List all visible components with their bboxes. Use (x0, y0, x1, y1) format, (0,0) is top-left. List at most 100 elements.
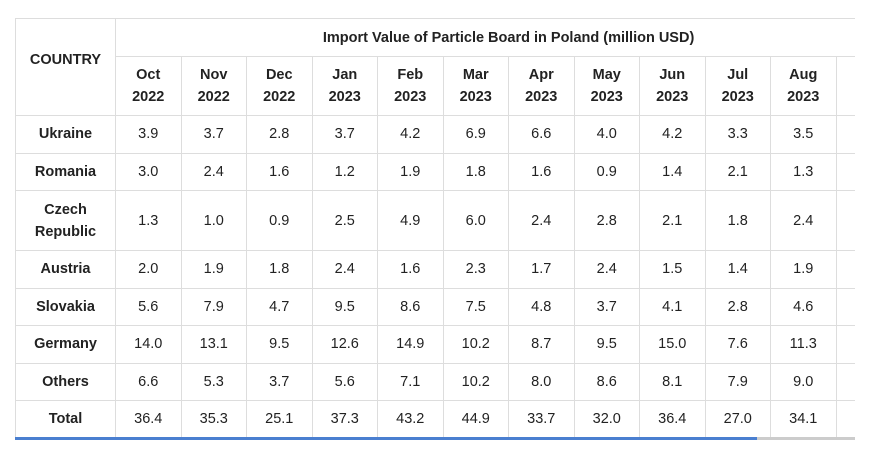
value-cell: 37.3 (311, 400, 378, 437)
value-cell: 4.7 (246, 287, 313, 326)
value-cell: 13.1 (180, 325, 247, 364)
value-cell: 32.0 (573, 400, 640, 437)
value-cell: 27.0 (704, 400, 771, 437)
value-cell (835, 152, 855, 191)
value-cell: 4.1 (639, 287, 706, 326)
value-cell: 14.0 (115, 325, 182, 364)
value-cell: 3.9 (115, 115, 182, 154)
country-cell: Austria (15, 250, 116, 289)
value-cell: 1.9 (377, 152, 444, 191)
value-cell: 1.5 (639, 250, 706, 289)
value-cell: 7.9 (704, 362, 771, 401)
column-header-text: Nov 2022 (197, 67, 230, 105)
value-cell: 8.7 (508, 325, 575, 364)
scrollbar-thumb[interactable] (15, 437, 757, 440)
value-cell: 6.0 (442, 190, 509, 251)
value-cell: 2.8 (704, 287, 771, 326)
value-cell: 4.6 (770, 287, 837, 326)
value-cell: 2.4 (770, 190, 837, 251)
value-cell: 25.1 (246, 400, 313, 437)
value-cell: 7.6 (704, 325, 771, 364)
column-header-text: Aug 2023 (787, 67, 820, 105)
column-header-text: May 2023 (590, 67, 623, 105)
value-cell: 2.8 (246, 115, 313, 154)
value-cell (835, 287, 855, 326)
value-cell: 7.1 (377, 362, 444, 401)
value-cell: 8.1 (639, 362, 706, 401)
table-row: Romania 3.0 2.4 1.6 1.2 1.9 1.8 1.6 0.9 1.4 2.1 1.3 (15, 152, 855, 191)
column-header-text: Jul 2023 (721, 67, 754, 105)
value-cell: 8.6 (377, 287, 444, 326)
value-cell: 33.7 (508, 400, 575, 437)
value-cell: 1.8 (442, 152, 509, 191)
value-cell (835, 400, 855, 437)
value-cell: 2.5 (311, 190, 378, 251)
column-header-text: Feb 2023 (394, 67, 427, 105)
column-header: Apr 2023 (508, 56, 575, 116)
value-cell: 9.5 (573, 325, 640, 364)
table-row: Slovakia 5.6 7.9 4.7 9.5 8.6 7.5 4.8 3.7 4.1 2.8 4.… (15, 287, 855, 326)
value-cell: 1.7 (508, 250, 575, 289)
value-cell: 9.5 (246, 325, 313, 364)
scrollbar[interactable] (15, 437, 855, 440)
value-cell: 2.1 (639, 190, 706, 251)
value-cell: 1.2 (311, 152, 378, 191)
value-cell: 3.7 (311, 115, 378, 154)
table-row: Czech Republic 1.3 1.0 0.9 2.5 4.9 6.0 2.4 2.8 2.… (15, 190, 855, 251)
value-cell: 8.6 (573, 362, 640, 401)
value-cell: 43.2 (377, 400, 444, 437)
country-cell: Others (15, 362, 116, 401)
value-cell: 2.0 (115, 250, 182, 289)
value-cell: 36.4 (115, 400, 182, 437)
column-header: Dec 2022 (246, 56, 313, 116)
value-cell: 5.6 (115, 287, 182, 326)
value-cell: 1.4 (639, 152, 706, 191)
table-row: Ukraine 3.9 3.7 2.8 3.7 4.2 6.9 6.6 4.0 4.2 3.3 3.5 (15, 115, 855, 154)
import-table: COUNTRY Import Value of Particle Board i… (15, 18, 855, 437)
table-container: COUNTRY Import Value of Particle Board i… (15, 18, 855, 437)
value-cell: 7.9 (180, 287, 247, 326)
value-cell: 6.6 (115, 362, 182, 401)
column-header-text: Jan 2023 (328, 67, 361, 105)
value-cell: 4.8 (508, 287, 575, 326)
value-cell: 3.0 (115, 152, 182, 191)
table-row: Total 36.4 35.3 25.1 37.3 43.2 44.9 33.7 32.0 36.… (15, 400, 855, 437)
value-cell: 1.4 (704, 250, 771, 289)
value-cell: 1.6 (377, 250, 444, 289)
value-cell: 1.9 (770, 250, 837, 289)
value-cell: 9.5 (311, 287, 378, 326)
country-cell: Romania (15, 152, 116, 191)
country-cell: Ukraine (15, 115, 116, 154)
column-header: Jan 2023 (311, 56, 378, 116)
value-cell: 4.2 (377, 115, 444, 154)
value-cell: 11.3 (770, 325, 837, 364)
value-cell: 3.7 (246, 362, 313, 401)
country-cell: Germany (15, 325, 116, 364)
table-row: Others 6.6 5.3 3.7 5.6 7.1 10.2 8.0 8.6 8.1 7.9 9.0 (15, 362, 855, 401)
table-title: Import Value of Particle Board in Poland… (114, 18, 855, 57)
column-header-text: Apr 2023 (525, 67, 558, 105)
column-header: May 2023 (573, 56, 640, 116)
value-cell: 3.3 (704, 115, 771, 154)
value-cell: 2.4 (180, 152, 247, 191)
value-cell: 15.0 (639, 325, 706, 364)
value-cell (835, 325, 855, 364)
value-cell: 0.9 (246, 190, 313, 251)
column-header: Mar 2023 (442, 56, 509, 116)
value-cell: 44.9 (442, 400, 509, 437)
value-cell: 6.6 (508, 115, 575, 154)
value-cell (835, 190, 855, 251)
value-cell: 5.6 (311, 362, 378, 401)
value-cell: 4.0 (573, 115, 640, 154)
value-cell: 4.2 (639, 115, 706, 154)
value-cell: 1.3 (115, 190, 182, 251)
value-cell: 10.2 (442, 362, 509, 401)
value-cell: 2.4 (311, 250, 378, 289)
value-cell: 2.8 (573, 190, 640, 251)
value-cell: 1.6 (246, 152, 313, 191)
value-cell: 36.4 (639, 400, 706, 437)
value-cell: 0.9 (573, 152, 640, 191)
value-cell: 3.5 (770, 115, 837, 154)
value-cell: 3.7 (573, 287, 640, 326)
